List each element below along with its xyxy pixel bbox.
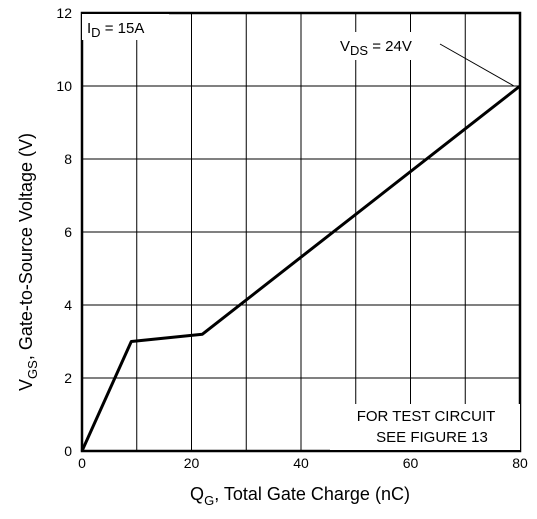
vds-annotation-box bbox=[335, 32, 443, 60]
y-tick-label: 6 bbox=[64, 224, 72, 240]
vds-annotation-main: V bbox=[340, 38, 350, 55]
x-tick-label: 60 bbox=[403, 455, 419, 471]
grid-lines bbox=[82, 13, 520, 451]
series-layer bbox=[80, 84, 521, 452]
current-annotation-rest: = 15A bbox=[101, 20, 145, 37]
vds-leader-line bbox=[439, 43, 515, 87]
y-axis-label: VGS, Gate-to-Source Voltage (V) bbox=[16, 133, 40, 391]
y-tick-label: 2 bbox=[64, 370, 72, 386]
x-tick-label: 80 bbox=[512, 455, 528, 471]
vds-annotation-sub: DS bbox=[350, 43, 368, 58]
y-tick-label: 0 bbox=[64, 443, 72, 459]
vds-annotation: VDS = 24V bbox=[340, 38, 412, 58]
y-axis-label-rest: , Gate-to-Source Voltage (V) bbox=[16, 133, 36, 360]
current-annotation-box bbox=[82, 14, 169, 40]
y-tick-label: 12 bbox=[56, 5, 72, 21]
current-annotation: ID = 15A bbox=[87, 20, 144, 40]
test-circuit-line1: FOR TEST CIRCUIT bbox=[357, 408, 496, 425]
y-tick-label: 8 bbox=[64, 151, 72, 167]
test-circuit-box bbox=[330, 404, 520, 450]
current-annotation-main: I bbox=[87, 20, 91, 37]
y-tick-label: 10 bbox=[56, 78, 72, 94]
x-tick-label: 40 bbox=[293, 455, 309, 471]
vds-annotation-rest: = 24V bbox=[368, 38, 412, 55]
x-axis-label-main: Q bbox=[190, 484, 204, 504]
current-annotation-sub: D bbox=[91, 25, 100, 40]
y-axis-label-main: V bbox=[16, 379, 36, 391]
x-tick-label: 0 bbox=[78, 455, 86, 471]
tick-labels: 0 20 40 60 80 0 2 4 6 8 10 12 bbox=[56, 5, 528, 471]
test-circuit-line2: SEE FIGURE 13 bbox=[376, 429, 488, 446]
x-tick-label: 20 bbox=[184, 455, 200, 471]
series-line bbox=[80, 84, 521, 452]
y-axis-label-sub: GS bbox=[25, 360, 40, 379]
x-axis-label: QG, Total Gate Charge (nC) bbox=[190, 484, 410, 508]
x-axis-label-sub: G bbox=[204, 493, 214, 508]
y-tick-label: 4 bbox=[64, 297, 72, 313]
x-axis-label-rest: , Total Gate Charge (nC) bbox=[214, 484, 410, 504]
plot-frame bbox=[80, 11, 522, 453]
